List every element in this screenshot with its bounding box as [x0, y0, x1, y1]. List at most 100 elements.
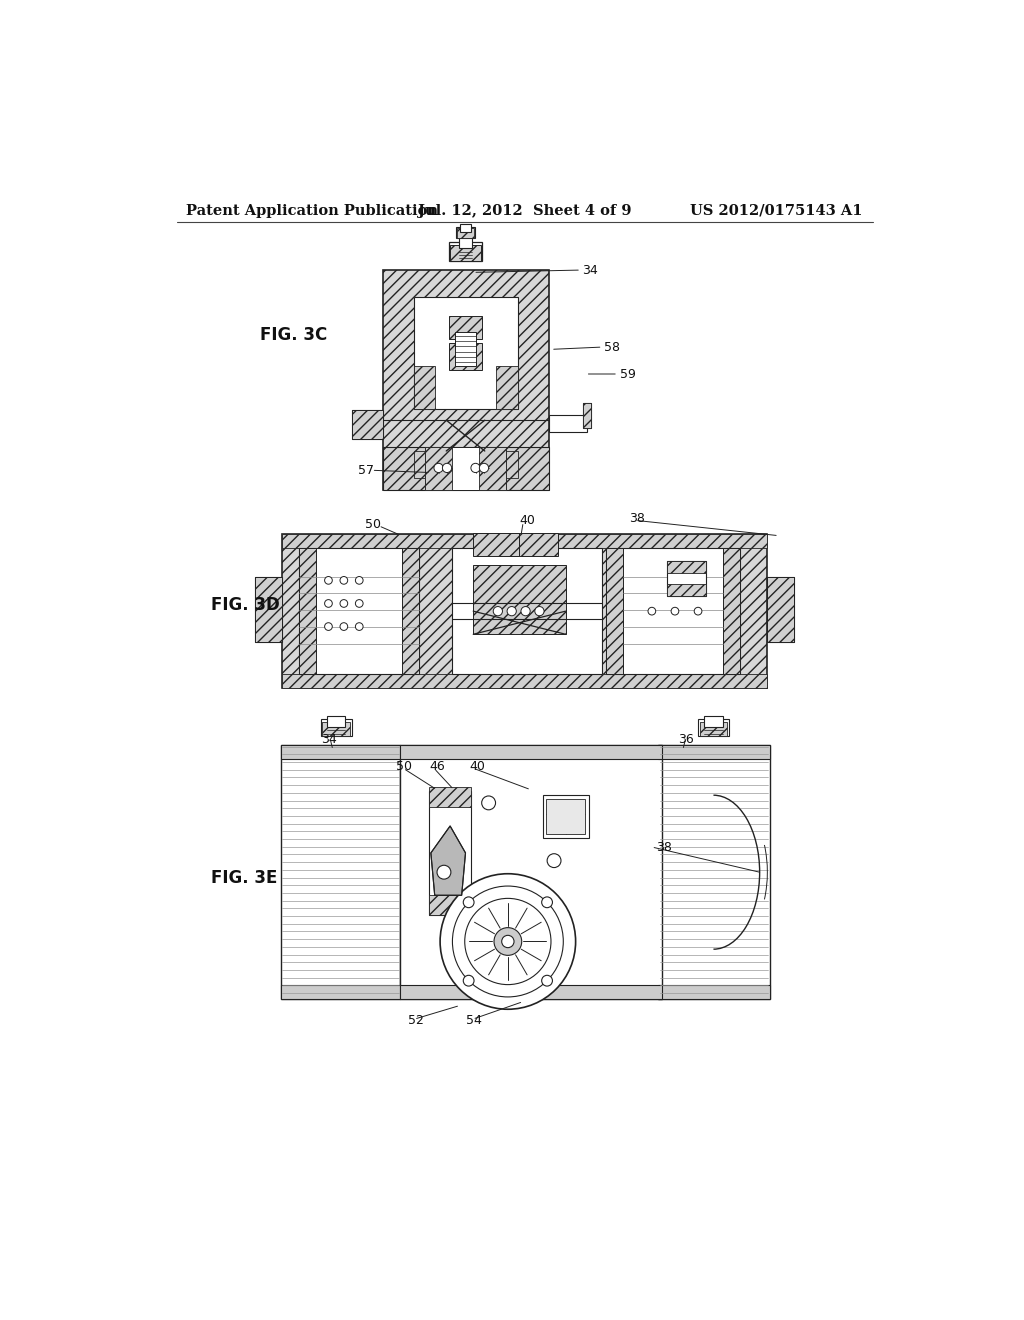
Bar [519, 532, 558, 556]
Circle shape [355, 577, 364, 585]
Text: 38: 38 [630, 512, 645, 525]
Bar [255, 577, 283, 642]
Polygon shape [431, 826, 466, 895]
Bar [658, 744, 770, 999]
Bar [473, 532, 519, 556]
Bar [584, 404, 591, 428]
Text: 57: 57 [357, 463, 374, 477]
Text: 38: 38 [656, 841, 673, 854]
Bar [457, 228, 474, 238]
Circle shape [494, 607, 503, 616]
Circle shape [547, 796, 561, 810]
Circle shape [355, 623, 364, 631]
Circle shape [440, 874, 575, 1010]
Bar [452, 548, 602, 675]
Circle shape [465, 899, 551, 985]
Text: 50: 50 [396, 760, 413, 774]
Circle shape [648, 607, 655, 615]
Bar [323, 722, 350, 737]
Text: 59: 59 [620, 367, 635, 380]
Bar [283, 535, 767, 688]
Bar [352, 411, 383, 440]
Bar [283, 535, 767, 548]
Bar [321, 719, 351, 737]
Bar [429, 895, 471, 915]
Circle shape [521, 607, 530, 616]
Bar [668, 585, 706, 595]
Text: 54: 54 [466, 1014, 481, 1027]
Bar [449, 343, 482, 370]
Text: FIG. 3D: FIG. 3D [211, 597, 281, 614]
Bar [549, 414, 587, 432]
Text: 40: 40 [519, 513, 536, 527]
Circle shape [542, 896, 553, 908]
Circle shape [453, 886, 563, 997]
Circle shape [502, 936, 514, 948]
Bar [400, 744, 662, 999]
Bar [383, 271, 549, 490]
Bar [543, 795, 589, 838]
Bar [449, 243, 482, 261]
Bar [400, 985, 662, 999]
Bar [414, 367, 435, 409]
Bar [460, 235, 472, 248]
Bar [255, 577, 283, 642]
Bar [281, 985, 400, 999]
Bar [584, 404, 591, 428]
Bar [699, 722, 727, 737]
Bar [414, 451, 435, 478]
Bar [414, 297, 518, 409]
Bar [605, 548, 623, 675]
Bar [658, 985, 770, 999]
Bar [698, 719, 729, 737]
Bar [705, 715, 723, 726]
Text: 36: 36 [678, 733, 694, 746]
Bar [400, 744, 662, 759]
Text: 34: 34 [583, 264, 598, 277]
Bar [281, 744, 400, 999]
Circle shape [340, 623, 348, 631]
Text: US 2012/0175143 A1: US 2012/0175143 A1 [689, 203, 862, 218]
Circle shape [463, 896, 474, 908]
Text: 40: 40 [469, 760, 485, 774]
Bar [414, 451, 518, 478]
Circle shape [671, 607, 679, 615]
Bar [429, 792, 471, 915]
Text: 58: 58 [604, 341, 621, 354]
Bar [281, 744, 400, 759]
Circle shape [463, 975, 474, 986]
Circle shape [340, 599, 348, 607]
Text: FIG. 3E: FIG. 3E [211, 870, 278, 887]
Bar [451, 246, 481, 261]
Bar [401, 548, 419, 675]
Circle shape [471, 463, 480, 473]
Bar [299, 548, 316, 675]
Text: 52: 52 [408, 1014, 424, 1027]
Bar [605, 548, 740, 675]
Circle shape [442, 463, 452, 473]
Circle shape [494, 928, 521, 956]
Bar [724, 548, 740, 675]
Bar [457, 227, 475, 238]
Bar [327, 715, 345, 726]
Circle shape [340, 577, 348, 585]
Circle shape [325, 577, 333, 585]
Circle shape [325, 623, 333, 631]
Text: Jul. 12, 2012  Sheet 4 of 9: Jul. 12, 2012 Sheet 4 of 9 [418, 203, 632, 218]
Circle shape [542, 975, 553, 986]
Bar [497, 451, 518, 478]
Bar [479, 447, 506, 490]
Bar [668, 561, 706, 595]
Bar [767, 577, 795, 642]
Bar [352, 411, 383, 440]
Bar [455, 331, 476, 367]
Bar [547, 799, 585, 834]
Bar [425, 447, 506, 490]
Text: FIG. 3C: FIG. 3C [260, 326, 328, 345]
Bar [299, 548, 419, 675]
Bar [429, 788, 471, 807]
Bar [383, 447, 549, 490]
Bar [473, 565, 565, 635]
Bar [767, 577, 795, 642]
Circle shape [507, 607, 516, 616]
